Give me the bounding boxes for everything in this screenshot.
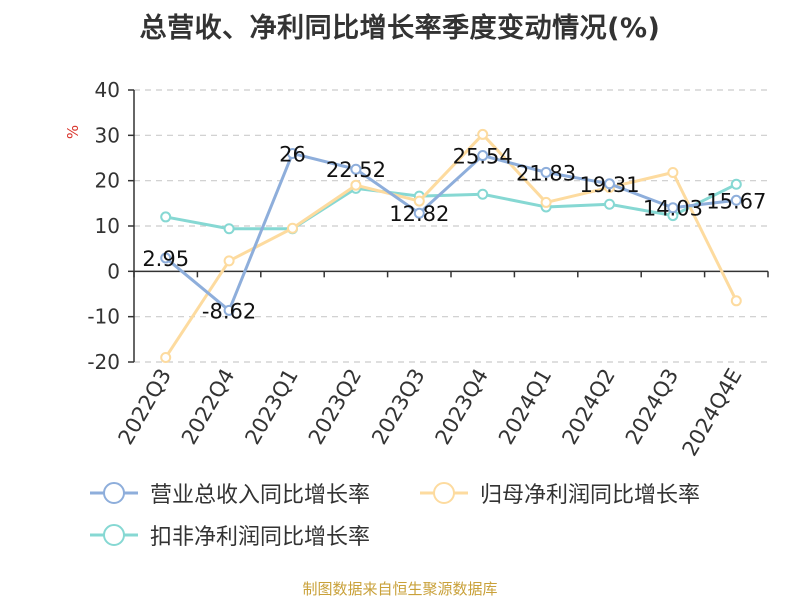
data-point bbox=[160, 211, 172, 223]
x-tick-label: 2023Q4 bbox=[431, 365, 493, 449]
y-tick-label: 0 bbox=[107, 259, 120, 283]
x-tick-label: 2022Q3 bbox=[114, 365, 176, 449]
legend-label: 扣非净利润同比增长率 bbox=[150, 525, 371, 550]
data-label: 2.95 bbox=[142, 247, 189, 271]
y-tick-label: 10 bbox=[95, 214, 120, 238]
y-tick-label: 20 bbox=[95, 169, 120, 193]
y-tick-label: -20 bbox=[87, 350, 120, 374]
data-point bbox=[667, 167, 679, 179]
legend-marker-icon bbox=[420, 482, 468, 504]
data-label: 25.54 bbox=[453, 145, 513, 169]
chart-title: 总营收、净利同比增长率季度变动情况(%) bbox=[139, 13, 661, 44]
y-axis-unit: % bbox=[64, 125, 82, 139]
data-label: 22.52 bbox=[326, 158, 386, 182]
data-label: 19.31 bbox=[579, 173, 639, 197]
x-tick-label: 2022Q4 bbox=[177, 365, 239, 449]
legend-item-deducted-net-profit-growth[interactable]: 扣非净利润同比增长率 bbox=[90, 518, 370, 552]
data-point bbox=[223, 304, 235, 316]
data-point bbox=[730, 178, 742, 190]
series-line-0 bbox=[164, 151, 737, 312]
x-tick-label: 2023Q2 bbox=[304, 365, 366, 449]
data-point bbox=[540, 196, 552, 208]
data-label: 15.67 bbox=[706, 189, 766, 213]
data-label: -8.62 bbox=[202, 299, 256, 323]
series-line-1 bbox=[164, 132, 738, 359]
data-point bbox=[350, 163, 362, 175]
data-label: 21.83 bbox=[516, 161, 576, 185]
data-point bbox=[287, 222, 298, 234]
data-point bbox=[730, 295, 742, 307]
x-tick-label: 2024Q1 bbox=[494, 365, 556, 449]
data-point bbox=[730, 194, 742, 206]
data-label: 26 bbox=[279, 142, 306, 166]
y-tick-label: -10 bbox=[87, 305, 120, 329]
data-point bbox=[160, 252, 172, 264]
data-label: 14.03 bbox=[643, 197, 703, 221]
y-tick-label: 30 bbox=[95, 123, 120, 147]
data-point bbox=[477, 188, 489, 200]
x-tick-label: 2023Q1 bbox=[240, 365, 302, 449]
legend-marker-icon bbox=[90, 482, 138, 504]
data-point bbox=[223, 223, 235, 235]
data-point bbox=[413, 207, 425, 219]
data-point bbox=[477, 150, 489, 162]
data-point bbox=[413, 195, 425, 207]
data-point bbox=[287, 147, 298, 159]
y-tick-label: 40 bbox=[95, 78, 120, 102]
legend-label: 营业总收入同比增长率 bbox=[150, 483, 371, 508]
data-point bbox=[350, 179, 362, 191]
data-point bbox=[540, 166, 552, 178]
x-tick-label: 2024Q4E bbox=[678, 365, 747, 461]
series-lines bbox=[160, 128, 742, 363]
legend-item-revenue-growth[interactable]: 营业总收入同比增长率 bbox=[90, 476, 370, 510]
data-label: 12.82 bbox=[389, 202, 449, 226]
x-tick-label: 2023Q3 bbox=[367, 365, 429, 449]
legend-marker-icon bbox=[90, 524, 138, 546]
legend-label: 归母净利润同比增长率 bbox=[480, 483, 701, 508]
data-point bbox=[477, 128, 489, 140]
grid-lines bbox=[134, 89, 768, 363]
data-point bbox=[160, 351, 172, 363]
data-point bbox=[223, 255, 235, 267]
data-point bbox=[604, 178, 615, 190]
data-source-note: 制图数据来自恒生聚源数据库 bbox=[302, 580, 498, 598]
data-point bbox=[604, 198, 615, 210]
legend-item-net-profit-growth[interactable]: 归母净利润同比增长率 bbox=[420, 476, 700, 510]
x-tick-label: 2024Q3 bbox=[621, 365, 683, 449]
x-tick-label: 2024Q2 bbox=[557, 365, 619, 449]
data-point bbox=[667, 202, 679, 214]
